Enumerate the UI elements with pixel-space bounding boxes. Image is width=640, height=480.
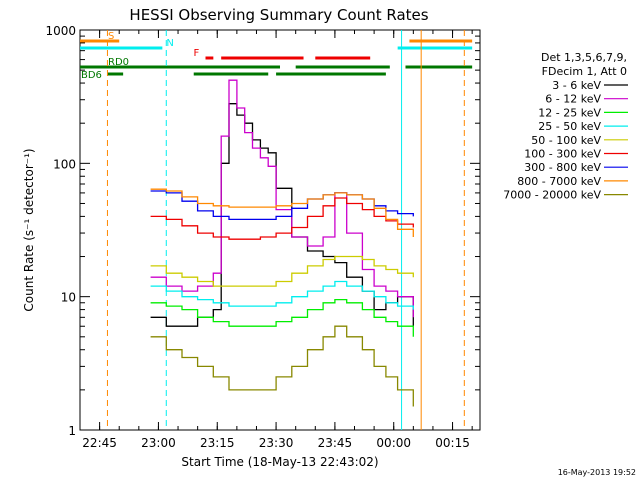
legend: Det 1,3,5,6,7,9, FDecim 1, Att 0 3 - 6 k… (503, 51, 628, 202)
legend-label: 6 - 12 keV (545, 93, 601, 106)
chart-title: HESSI Observing Summary Count Rates (129, 6, 428, 24)
flag-bar-label: F (193, 48, 199, 59)
plot-frame (79, 29, 481, 431)
series-line (150, 298, 414, 337)
flag-bar-label: RD0 (108, 57, 129, 68)
x-tick-label: 00:00 (376, 436, 411, 450)
x-axis-label: Start Time (18-May-13 22:43:02) (181, 455, 378, 469)
y-tick-label: 1 (68, 424, 76, 438)
series-lines (150, 79, 414, 407)
y-tick-label: 1000 (45, 24, 76, 38)
series-line (150, 325, 414, 407)
flag-bars: S N F RD0 BD6 (80, 31, 473, 81)
flag-bar-label: N (166, 38, 173, 49)
footer-timestamp: 16-May-2013 19:52 (558, 468, 636, 477)
series-line (150, 190, 414, 221)
flag-bar-label: BD6 (81, 70, 102, 81)
series-line (150, 197, 414, 240)
y-axis-label: Count Rate (s⁻¹ detector⁻¹) (22, 148, 36, 311)
legend-label: 800 - 7000 keV (517, 175, 601, 188)
legend-label: 100 - 300 keV (524, 148, 601, 161)
series-line (150, 188, 414, 237)
x-tick-label: 22:45 (82, 436, 117, 450)
flag-bar-label: S (108, 31, 114, 42)
x-tick-label: 23:30 (259, 436, 294, 450)
x-axis-ticks: 22:45 23:00 23:15 23:30 23:45 00:00 00:15 (79, 30, 473, 450)
y-tick-label: 10 (61, 291, 76, 305)
series-line (150, 255, 414, 287)
legend-header-line-1: Det 1,3,5,6,7,9, (541, 51, 627, 64)
legend-header-line-2: FDecim 1, Att 0 (542, 65, 627, 78)
vertical-markers (106, 30, 465, 430)
legend-label: 25 - 50 keV (538, 120, 601, 133)
x-tick-label: 23:15 (200, 436, 235, 450)
series-line (150, 280, 414, 310)
y-axis-ticks: 1 10 100 1000 (45, 24, 480, 438)
y-tick-label: 100 (53, 157, 76, 171)
x-tick-label: 23:45 (318, 436, 353, 450)
legend-label: 300 - 800 keV (524, 161, 601, 174)
legend-label: 3 - 6 keV (552, 79, 601, 92)
legend-label: 7000 - 20000 keV (503, 189, 601, 202)
legend-label: 50 - 100 keV (531, 134, 601, 147)
legend-label: 12 - 25 keV (538, 106, 601, 119)
x-tick-label: 00:15 (435, 436, 470, 450)
x-tick-label: 23:00 (141, 436, 176, 450)
